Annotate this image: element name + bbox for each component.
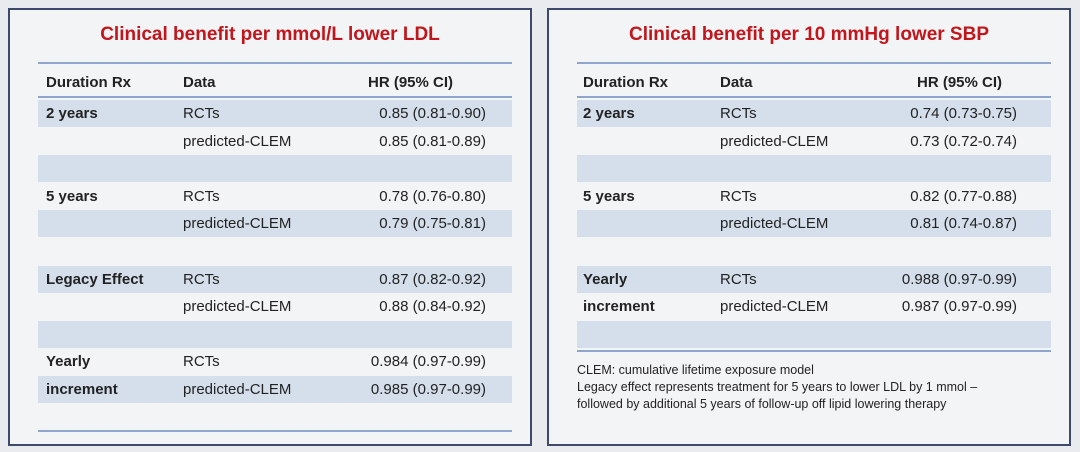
cell-duration: increment xyxy=(583,298,655,316)
cell-data: RCTs xyxy=(183,353,220,371)
cell-data: RCTs xyxy=(720,270,757,288)
col-header-data: Data xyxy=(720,74,753,91)
table-row: Yearly RCTs 0.984 (0.97-0.99) xyxy=(38,348,512,375)
header-top-rule xyxy=(38,62,512,64)
table-row: Yearly RCTs 0.988 (0.97-0.99) xyxy=(577,265,1051,293)
table-row: increment predicted-CLEM 0.985 (0.97-0.99) xyxy=(38,376,512,403)
col-header-hr: HR (95% CI) xyxy=(917,74,1003,91)
table-row: predicted-CLEM 0.85 (0.81-0.89) xyxy=(38,128,512,155)
table-row: predicted-CLEM 0.79 (0.75-0.81) xyxy=(38,210,512,238)
cell-duration: 2 years xyxy=(46,105,98,122)
cell-data: RCTs xyxy=(183,270,220,288)
cell-hr: 0.87 (0.82-0.92) xyxy=(379,270,486,288)
cell-data: RCTs xyxy=(720,187,757,205)
table-row: predicted-CLEM 0.81 (0.74-0.87) xyxy=(577,210,1051,238)
col-header-data: Data xyxy=(183,74,216,91)
cell-data: RCTs xyxy=(720,105,757,122)
table-row xyxy=(577,155,1051,183)
cell-duration: 2 years xyxy=(583,105,635,122)
header-top-rule xyxy=(577,62,1051,64)
cell-data: predicted-CLEM xyxy=(183,132,292,150)
cell-hr: 0.88 (0.84-0.92) xyxy=(379,298,486,316)
sbp-benefit-panel: Clinical benefit per 10 mmHg lower SBP D… xyxy=(547,8,1071,446)
cell-hr: 0.85 (0.81-0.90) xyxy=(379,105,486,122)
footnotes: CLEM: cumulative lifetime exposure model… xyxy=(577,362,977,413)
cell-duration: Yearly xyxy=(46,353,91,371)
table-row: 2 years RCTs 0.74 (0.73-0.75) xyxy=(577,100,1051,127)
footnote-line: Legacy effect represents treatment for 5… xyxy=(577,380,978,394)
cell-data: predicted-CLEM xyxy=(720,132,829,150)
cell-hr: 0.74 (0.73-0.75) xyxy=(910,105,1017,122)
cell-data: predicted-CLEM xyxy=(720,215,829,233)
cell-duration: Yearly xyxy=(583,270,628,288)
cell-hr: 0.81 (0.74-0.87) xyxy=(910,215,1017,233)
col-header-hr: HR (95% CI) xyxy=(368,74,454,91)
cell-data: predicted-CLEM xyxy=(183,215,292,233)
table-row: 5 years RCTs 0.82 (0.77-0.88) xyxy=(577,183,1051,210)
panel-title: Clinical benefit per mmol/L lower LDL xyxy=(100,24,440,45)
cell-data: RCTs xyxy=(183,105,220,122)
table-row: predicted-CLEM 0.73 (0.72-0.74) xyxy=(577,128,1051,155)
table-row xyxy=(577,238,1051,265)
col-header-duration: Duration Rx xyxy=(46,74,132,91)
cell-data: predicted-CLEM xyxy=(183,298,292,316)
cell-duration: 5 years xyxy=(583,187,635,205)
cell-hr: 0.85 (0.81-0.89) xyxy=(379,132,486,150)
panel-title: Clinical benefit per 10 mmHg lower SBP xyxy=(628,24,990,45)
cell-data: RCTs xyxy=(183,187,220,205)
cell-hr: 0.78 (0.76-0.80) xyxy=(379,187,486,205)
cell-data: predicted-CLEM xyxy=(183,381,292,398)
cell-hr: 0.985 (0.97-0.99) xyxy=(370,381,486,398)
table-row: 5 years RCTs 0.78 (0.76-0.80) xyxy=(38,183,512,210)
table-row: 2 years RCTs 0.85 (0.81-0.90) xyxy=(38,100,512,127)
table-row: Legacy Effect RCTs 0.87 (0.82-0.92) xyxy=(38,265,512,293)
cell-hr: 0.987 (0.97-0.99) xyxy=(901,298,1017,316)
table-row: increment predicted-CLEM 0.987 (0.97-0.99) xyxy=(577,293,1051,320)
header-bottom-rule xyxy=(577,96,1051,98)
cell-duration: Legacy Effect xyxy=(46,270,144,288)
col-header-duration: Duration Rx xyxy=(583,74,669,91)
table-row xyxy=(38,238,512,265)
cell-duration: 5 years xyxy=(46,187,98,205)
table-row xyxy=(577,320,1051,348)
table-row xyxy=(38,320,512,348)
footnote-line: followed by additional 5 years of follow… xyxy=(577,397,947,411)
table-bottom-rule xyxy=(38,430,512,432)
footnote-line: CLEM: cumulative lifetime exposure model xyxy=(577,363,814,377)
cell-hr: 0.988 (0.97-0.99) xyxy=(901,270,1017,288)
cell-hr: 0.82 (0.77-0.88) xyxy=(910,187,1017,205)
table-row xyxy=(38,155,512,183)
cell-hr: 0.984 (0.97-0.99) xyxy=(370,353,486,371)
header-bottom-rule xyxy=(38,96,512,98)
cell-data: predicted-CLEM xyxy=(720,298,829,316)
table-row: predicted-CLEM 0.88 (0.84-0.92) xyxy=(38,293,512,320)
ldl-benefit-panel: Clinical benefit per mmol/L lower LDL Du… xyxy=(8,8,532,446)
cell-duration: increment xyxy=(46,381,118,398)
table-bottom-rule xyxy=(577,350,1051,352)
cell-hr: 0.79 (0.75-0.81) xyxy=(379,215,486,233)
cell-hr: 0.73 (0.72-0.74) xyxy=(910,132,1017,150)
